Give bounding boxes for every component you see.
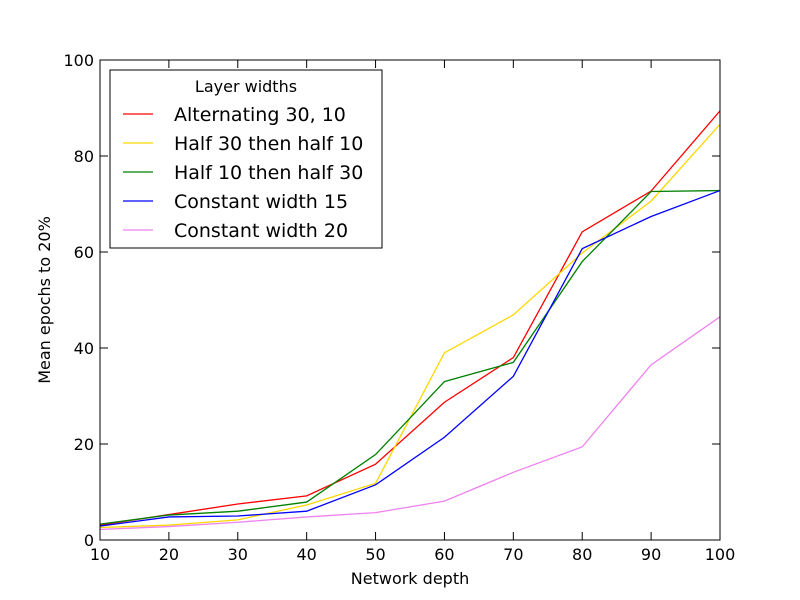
- series-layer: [99, 110, 721, 531]
- x-tick-label: 10: [90, 545, 110, 564]
- series-line-4: [99, 316, 721, 531]
- x-tick-label: 80: [572, 545, 592, 564]
- x-tick-label: 70: [503, 545, 523, 564]
- y-tick-label: 60: [74, 243, 94, 262]
- plot-frame: [99, 59, 721, 541]
- x-tick-label: 60: [434, 545, 454, 564]
- y-tick-label: 100: [63, 51, 94, 70]
- legend-label-0: Alternating 30, 10: [174, 104, 346, 126]
- ticks-layer: 10 20 30 40 50 60 70 80 90 100 0 20 40 60 80 100: [63, 51, 735, 564]
- y-tick-label: 20: [74, 435, 94, 454]
- legend-box: [109, 69, 383, 249]
- legend-label-4: Constant width 20: [174, 220, 348, 242]
- x-tick-label: 50: [365, 545, 385, 564]
- y-tick-label: 0: [84, 531, 94, 550]
- y-tick-label: 80: [74, 147, 94, 166]
- legend-label-1: Half 30 then half 10: [174, 133, 363, 155]
- series-line-3: [99, 189, 721, 527]
- x-tick-label: 40: [296, 545, 316, 564]
- series-line-2: [99, 189, 721, 525]
- x-tick-label: 100: [705, 545, 736, 564]
- x-tick-label: 90: [641, 545, 661, 564]
- legend: Layer widths Alternating 30, 10 Half 30 t…: [109, 69, 383, 249]
- legend-title: Layer widths: [195, 77, 297, 96]
- series-line-0: [99, 110, 721, 526]
- legend-label-3: Constant width 15: [174, 191, 348, 213]
- x-axis-label: Network depth: [351, 569, 469, 588]
- y-axis-label: Mean epochs to 20%: [35, 216, 54, 384]
- y-tick-label: 40: [74, 339, 94, 358]
- x-tick-label: 30: [228, 545, 248, 564]
- legend-label-2: Half 10 then half 30: [174, 162, 363, 184]
- legend-entries: Alternating 30, 10 Half 30 then half 10 Ha…: [123, 104, 363, 242]
- x-tick-label: 20: [159, 545, 179, 564]
